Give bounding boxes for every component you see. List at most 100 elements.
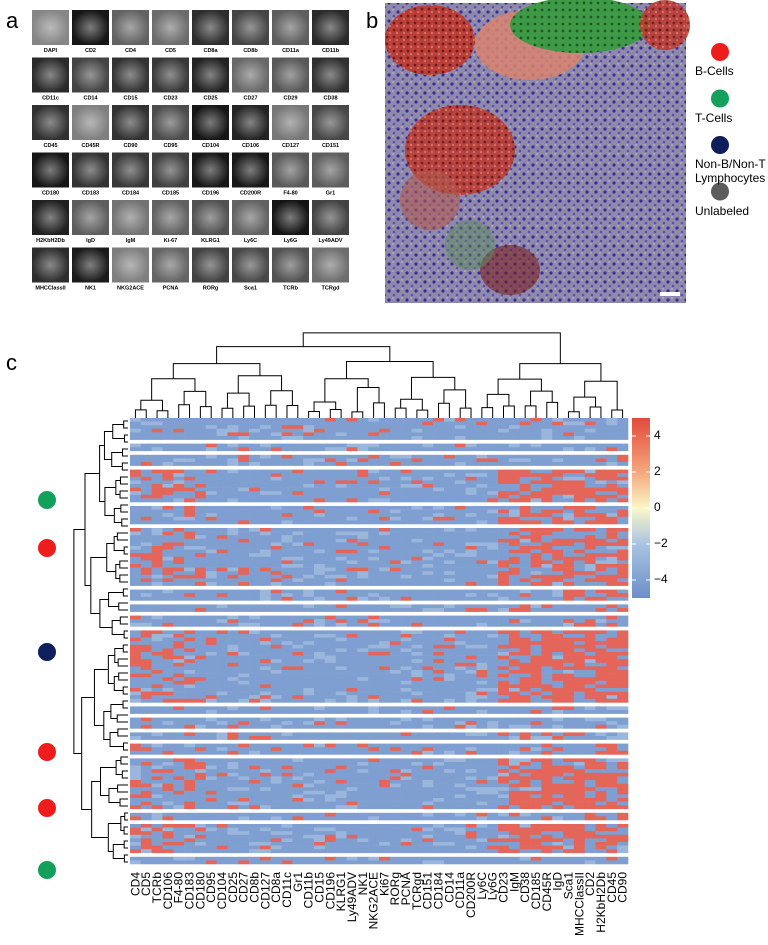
heatmap-cell (541, 491, 552, 495)
heatmap-cell (541, 824, 552, 828)
heatmap-cell (184, 860, 195, 864)
heatmap-cell (162, 787, 173, 791)
heatmap-cell (152, 517, 163, 521)
heatmap-cell (552, 638, 563, 642)
heatmap-cell (476, 677, 487, 681)
heatmap-cell (390, 758, 401, 762)
heatmap-cell (162, 623, 173, 627)
heatmap-cell (282, 590, 293, 594)
heatmap-cell (141, 681, 152, 685)
heatmap-cell (531, 732, 542, 736)
heatmap-cell (227, 645, 238, 649)
heatmap-cell (368, 780, 379, 784)
heatmap-cell (217, 732, 228, 736)
heatmap-cell (379, 659, 390, 663)
heatmap-cell (444, 732, 455, 736)
heatmap-cell (531, 652, 542, 656)
heatmap-cell (336, 597, 347, 601)
heatmap-cell (422, 773, 433, 777)
heatmap-cell (357, 560, 368, 564)
heatmap-cell (433, 560, 444, 564)
heatmap-cell (152, 582, 163, 586)
heatmap-cell (585, 776, 596, 780)
heatmap-cell (271, 578, 282, 582)
heatmap-cell (282, 550, 293, 554)
heatmap-cell (162, 846, 173, 850)
heatmap-cell (476, 604, 487, 608)
marker-image (312, 58, 349, 93)
heatmap-cell (195, 432, 206, 436)
heatmap-cell (552, 670, 563, 674)
heatmap-cell (227, 520, 238, 524)
heatmap-cell (325, 542, 336, 546)
heatmap-cell (585, 638, 596, 642)
heatmap-cell (596, 692, 607, 696)
heatmap-cell (357, 732, 368, 736)
heatmap-cell (444, 794, 455, 798)
heatmap-cell (217, 470, 228, 474)
heatmap-cell (466, 813, 477, 817)
heatmap-cell (314, 429, 325, 433)
heatmap-cell (260, 480, 271, 484)
heatmap-cell (466, 824, 477, 828)
heatmap-cell (249, 604, 260, 608)
heatmap-cell (195, 578, 206, 582)
heatmap-cell (271, 681, 282, 685)
marker-label: CD45 (43, 143, 57, 149)
heatmap-cell (433, 623, 444, 627)
heatmap-cell (249, 506, 260, 510)
heatmap-cell (444, 429, 455, 433)
marker-image (112, 153, 149, 188)
heatmap-cell (520, 674, 531, 678)
heatmap-cell (606, 710, 617, 714)
heatmap-cell (606, 513, 617, 517)
heatmap-cell (368, 706, 379, 710)
heatmap-cell (292, 846, 303, 850)
heatmap-cell (325, 849, 336, 853)
heatmap-cell (227, 670, 238, 674)
heatmap-cell (173, 794, 184, 798)
heatmap-cell (195, 517, 206, 521)
heatmap-cell (552, 758, 563, 762)
marker-image (72, 10, 109, 45)
heatmap-cell (238, 758, 249, 762)
heatmap-cell (336, 659, 347, 663)
heatmap-cell (552, 656, 563, 660)
heatmap-cell (260, 513, 271, 517)
heatmap-cell (314, 744, 325, 748)
heatmap-cell (206, 776, 217, 780)
heatmap-cell (455, 550, 466, 554)
heatmap-cell (238, 582, 249, 586)
heatmap-cell (574, 677, 585, 681)
heatmap-cell (206, 831, 217, 835)
heatmap-cell (617, 663, 628, 667)
heatmap-cell (379, 831, 390, 835)
heatmap-cell (476, 634, 487, 638)
heatmap-cell (173, 860, 184, 864)
marker-label: CD8a (203, 48, 218, 54)
heatmap-cell (455, 422, 466, 426)
heatmap-cell (314, 498, 325, 502)
heatmap-cell (141, 455, 152, 459)
heatmap-cell (173, 528, 184, 532)
heatmap-cell (303, 458, 314, 462)
heatmap-cell (552, 732, 563, 736)
heatmap-cell (195, 604, 206, 608)
heatmap-cell (325, 447, 336, 451)
heatmap-cell (552, 436, 563, 440)
heatmap-cell (162, 436, 173, 440)
heatmap-cell (357, 568, 368, 572)
heatmap-cell (303, 550, 314, 554)
heatmap-cell (466, 692, 477, 696)
heatmap-cell (596, 517, 607, 521)
heatmap-cell (422, 857, 433, 861)
heatmap-cell (390, 773, 401, 777)
heatmap-cell (531, 520, 542, 524)
heatmap-cell (509, 732, 520, 736)
heatmap-cell (238, 528, 249, 532)
heatmap-cell (585, 846, 596, 850)
heatmap-cell (444, 517, 455, 521)
heatmap-cell (130, 436, 141, 440)
heatmap-cell (476, 532, 487, 536)
heatmap-cell (509, 736, 520, 740)
